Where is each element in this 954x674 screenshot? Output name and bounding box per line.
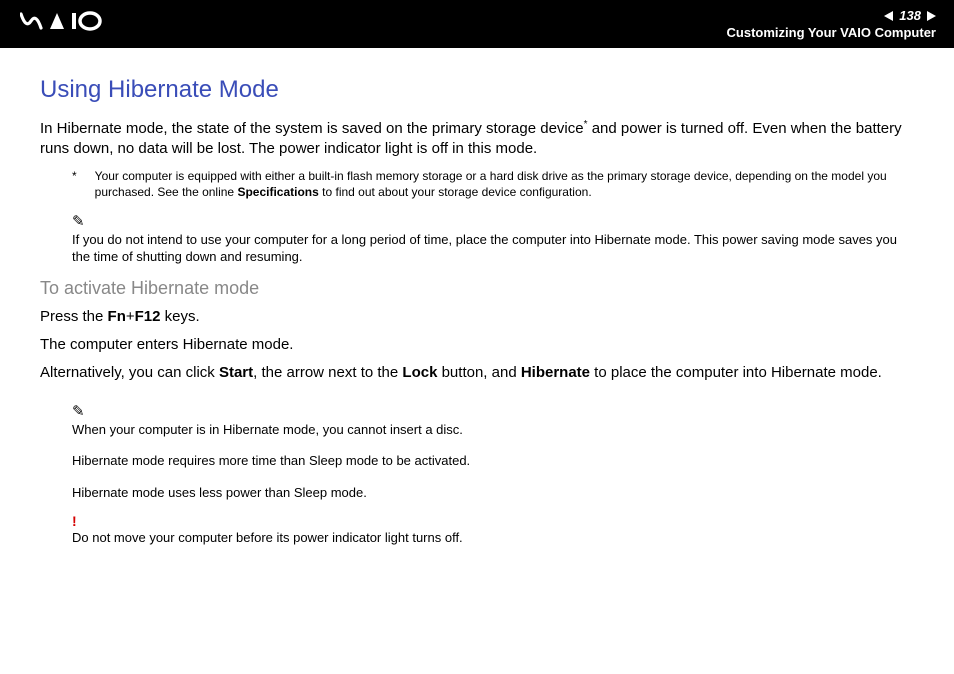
page-navigation: 138 [727,8,936,23]
alt-hibernate: Hibernate [521,364,590,381]
warning-block: ! Do not move your computer before its p… [72,513,914,547]
press-f12: F12 [135,308,161,325]
pen-icon: ✎ [72,402,85,420]
press-plus: + [126,308,135,325]
page-title: Using Hibernate Mode [40,76,914,104]
alt-c: button, and [437,364,520,381]
alt-start: Start [219,364,253,381]
press-c: keys. [160,308,199,325]
alt-a: Alternatively, you can click [40,364,219,381]
vaio-logo [20,9,120,40]
header-bar: 138 Customizing Your VAIO Computer [0,0,954,48]
vaio-logo-svg [20,11,120,33]
pen-icon: ✎ [72,212,85,230]
header-right: 138 Customizing Your VAIO Computer [727,8,936,40]
alt-b: , the arrow next to the [253,364,402,381]
prev-page-arrow-icon[interactable] [884,11,893,21]
note-2b: Hibernate mode requires more time than S… [72,452,914,470]
note-block-1: ✎ If you do not intend to use your compu… [72,212,914,266]
footnote-bold: Specifications [237,185,318,199]
enter-line: The computer enters Hibernate mode. [40,335,914,355]
intro-text-a: In Hibernate mode, the state of the syst… [40,120,584,137]
press-a: Press the [40,308,108,325]
note-2c: Hibernate mode uses less power than Slee… [72,484,914,502]
subheading: To activate Hibernate mode [40,278,914,299]
press-keys-line: Press the Fn+F12 keys. [40,307,914,327]
page-content: Using Hibernate Mode In Hibernate mode, … [0,48,954,579]
breadcrumb: Customizing Your VAIO Computer [727,25,936,40]
footnote: * Your computer is equipped with either … [72,168,914,200]
footnote-text-b: to find out about your storage device co… [319,185,592,199]
footnote-marker: * [72,168,77,200]
next-page-arrow-icon[interactable] [927,11,936,21]
note-block-2: ✎ When your computer is in Hibernate mod… [72,402,914,502]
alternative-line: Alternatively, you can click Start, the … [40,363,914,383]
footnote-text: Your computer is equipped with either a … [95,168,914,200]
page-number: 138 [899,8,921,23]
warning-icon: ! [72,513,914,529]
alt-d: to place the computer into Hibernate mod… [590,364,882,381]
intro-paragraph: In Hibernate mode, the state of the syst… [40,118,914,160]
alt-lock: Lock [402,364,437,381]
press-fn: Fn [108,308,126,325]
warning-text: Do not move your computer before its pow… [72,529,914,547]
note-1-text: If you do not intend to use your compute… [72,231,914,266]
note-2a: When your computer is in Hibernate mode,… [72,421,914,439]
